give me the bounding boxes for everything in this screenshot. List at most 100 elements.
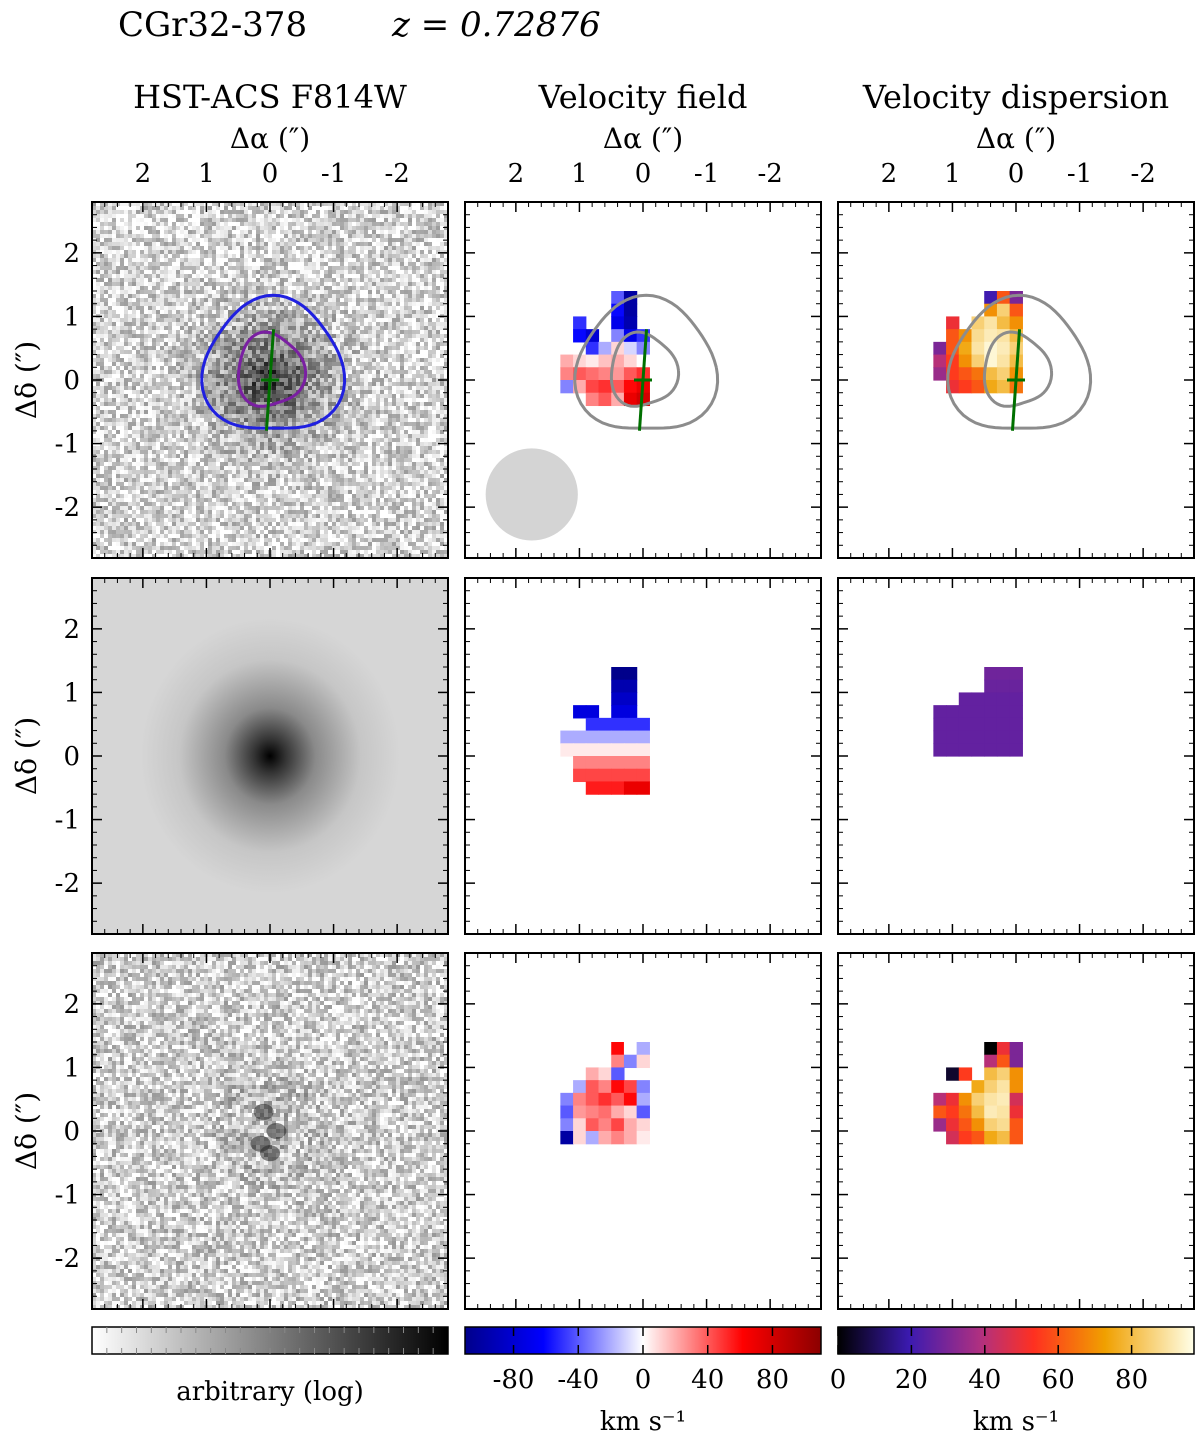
image-pixel	[436, 330, 440, 334]
image-pixel	[244, 418, 248, 422]
image-pixel	[300, 326, 304, 330]
image-pixel	[240, 398, 244, 402]
image-pixel	[160, 390, 164, 394]
image-pixel	[328, 322, 332, 326]
image-pixel	[152, 346, 156, 350]
image-pixel	[324, 322, 328, 326]
image-pixel	[332, 306, 336, 310]
image-pixel	[124, 274, 128, 278]
image-pixel	[228, 262, 232, 266]
image-pixel	[212, 318, 216, 322]
image-pixel	[220, 338, 224, 342]
image-pixel	[340, 246, 344, 250]
image-pixel	[244, 318, 248, 322]
image-pixel	[408, 382, 412, 386]
image-pixel	[156, 354, 160, 358]
image-pixel	[284, 418, 288, 422]
image-pixel	[160, 310, 164, 314]
image-pixel	[352, 374, 356, 378]
image-pixel	[264, 322, 268, 326]
image-pixel	[180, 402, 184, 406]
image-pixel	[160, 382, 164, 386]
image-pixel	[180, 414, 184, 418]
image-pixel	[156, 210, 160, 214]
image-pixel	[232, 366, 236, 370]
image-pixel	[204, 278, 208, 282]
image-pixel	[96, 222, 100, 226]
image-pixel	[244, 362, 248, 366]
image-pixel	[108, 246, 112, 250]
image-pixel	[304, 350, 308, 354]
image-pixel	[244, 262, 248, 266]
image-pixel	[168, 206, 172, 210]
image-pixel	[216, 346, 220, 350]
image-pixel	[156, 398, 160, 402]
image-pixel	[252, 270, 256, 274]
image-pixel	[216, 278, 220, 282]
image-pixel	[204, 378, 208, 382]
image-pixel	[336, 318, 340, 322]
image-pixel	[332, 230, 336, 234]
image-pixel	[424, 410, 428, 414]
image-pixel	[124, 422, 128, 426]
image-pixel	[272, 250, 276, 254]
image-pixel	[200, 266, 204, 270]
image-pixel	[220, 386, 224, 390]
image-pixel	[380, 234, 384, 238]
image-pixel	[380, 202, 384, 206]
image-pixel	[232, 218, 236, 222]
image-pixel	[168, 262, 172, 266]
image-pixel	[424, 402, 428, 406]
image-pixel	[236, 294, 240, 298]
image-pixel	[224, 362, 228, 366]
image-pixel	[340, 342, 344, 346]
y-tick-label: 1	[63, 678, 80, 708]
image-pixel	[260, 306, 264, 310]
image-pixel	[336, 366, 340, 370]
image-pixel	[256, 414, 260, 418]
image-pixel	[356, 386, 360, 390]
image-pixel	[208, 306, 212, 310]
image-pixel	[264, 226, 268, 230]
image-pixel	[244, 334, 248, 338]
image-pixel	[140, 354, 144, 358]
image-pixel	[140, 394, 144, 398]
image-pixel	[188, 202, 192, 206]
image-pixel	[264, 238, 268, 242]
image-pixel	[160, 354, 164, 358]
image-pixel	[120, 358, 124, 362]
image-pixel	[436, 242, 440, 246]
image-pixel	[192, 306, 196, 310]
image-pixel	[204, 326, 208, 330]
image-pixel	[156, 346, 160, 350]
image-pixel	[428, 338, 432, 342]
image-pixel	[440, 330, 444, 334]
image-pixel	[164, 246, 168, 250]
image-pixel	[204, 382, 208, 386]
image-pixel	[316, 214, 320, 218]
image-pixel	[264, 410, 268, 414]
image-pixel	[148, 314, 152, 318]
image-pixel	[136, 242, 140, 246]
image-pixel	[404, 286, 408, 290]
image-pixel	[184, 358, 188, 362]
image-pixel	[156, 222, 160, 226]
image-pixel	[188, 326, 192, 330]
image-pixel	[332, 354, 336, 358]
image-pixel	[300, 214, 304, 218]
image-pixel	[324, 394, 328, 398]
image-pixel	[108, 278, 112, 282]
image-pixel	[356, 410, 360, 414]
image-pixel	[116, 310, 120, 314]
image-pixel	[152, 306, 156, 310]
image-pixel	[252, 338, 256, 342]
image-pixel	[184, 386, 188, 390]
image-pixel	[344, 242, 348, 246]
image-pixel	[144, 390, 148, 394]
image-pixel	[332, 294, 336, 298]
image-pixel	[128, 338, 132, 342]
image-pixel	[384, 346, 388, 350]
image-pixel	[204, 350, 208, 354]
image-pixel	[432, 350, 436, 354]
image-pixel	[396, 326, 400, 330]
